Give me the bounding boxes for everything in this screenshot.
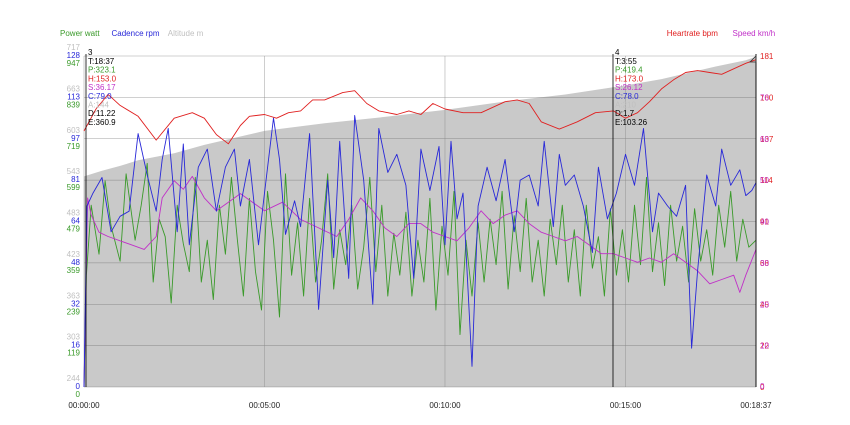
left-tick-altitude: 663 [67, 84, 81, 93]
legend-right: Speed km/h Heartrate bpm [667, 29, 775, 38]
marker-number: 3 [88, 48, 93, 57]
right-tick-heartrate: 160 [760, 93, 774, 102]
power-series-layer [83, 162, 757, 388]
left-tick-power: 839 [67, 100, 81, 109]
left-tick-altitude: 717 [67, 43, 81, 52]
marker-value-heartrate: H:173.0 [615, 74, 644, 83]
marker-value-altitude: A:144 [88, 101, 109, 110]
legend-left: Power watt Cadence rpm Altitude m [60, 29, 204, 38]
x-tick-label: 00:00:00 [68, 401, 100, 410]
x-tick-label: 00:15:00 [610, 401, 642, 410]
power-line [83, 162, 757, 388]
cadence-line [83, 115, 757, 388]
left-tick-power: 719 [67, 142, 81, 151]
marker-value-distance: D:1.7 [615, 109, 635, 118]
marker-number: 4 [615, 48, 620, 57]
marker-value-energy: E:360.9 [88, 118, 116, 127]
end-marker [749, 54, 757, 387]
left-tick-cadence: 16 [71, 341, 80, 350]
legend-heartrate: Heartrate bpm [667, 29, 718, 38]
x-tick-label: 00:18:37 [740, 401, 772, 410]
right-tick-heartrate: 0 [760, 383, 765, 392]
right-tick-heartrate: 181 [760, 52, 774, 61]
left-tick-cadence: 81 [71, 175, 80, 184]
right-tick-heartrate: 68 [760, 259, 769, 268]
right-tick-speed: 60 [760, 135, 769, 144]
marker-value-speed: S:36.17 [88, 83, 116, 92]
marker-value-time: T:3:55 [615, 57, 637, 66]
left-tick-altitude: 244 [67, 374, 81, 383]
left-tick-altitude: 303 [67, 333, 81, 342]
left-axis: 2440030316119363322394234835948364479543… [67, 43, 81, 399]
right-tick-speed: 30 [760, 259, 769, 268]
right-tick-heartrate: 137 [760, 135, 774, 144]
left-tick-cadence: 128 [67, 51, 81, 60]
marker-value-energy: E:103.26 [615, 118, 648, 127]
right-tick-heartrate: 22 [760, 342, 769, 351]
marker-value-power: P:419.4 [615, 66, 643, 75]
right-tick-heartrate: 45 [760, 300, 769, 309]
left-tick-cadence: 0 [76, 382, 81, 391]
marker-4[interactable]: 4T:3:55P:419.4H:173.0S:26.12C:78.0A:210D… [612, 48, 648, 387]
legend-altitude: Altitude m [168, 29, 204, 38]
right-tick-speed: 50 [760, 176, 769, 185]
marker-value-distance: D:11.22 [88, 109, 116, 118]
marker-3[interactable]: 3T:18:37P:323.1H:153.0S:36.17C:79.0A:144… [85, 48, 117, 387]
heartrate-series-layer [83, 59, 757, 145]
left-tick-power: 599 [67, 183, 81, 192]
end-flag-icon [749, 55, 757, 63]
legend-cadence: Cadence rpm [112, 29, 160, 38]
right-tick-speed-zero: 0 [760, 382, 765, 391]
altitude-area [84, 56, 756, 387]
x-tick-label: 00:10:00 [429, 401, 461, 410]
left-tick-altitude: 543 [67, 167, 81, 176]
markers-layer[interactable]: 3T:18:37P:323.1H:153.0S:36.17C:79.0A:144… [85, 48, 757, 387]
right-tick-speed: 70 [760, 93, 769, 102]
left-tick-altitude: 603 [67, 126, 81, 135]
heartrate-line [83, 59, 757, 145]
plot-area[interactable] [83, 55, 757, 388]
left-tick-cadence: 97 [71, 134, 80, 143]
marker-value-heartrate: H:153.0 [88, 74, 117, 83]
marker-value-speed: S:26.12 [615, 83, 643, 92]
right-tick-speed: 40 [760, 218, 769, 227]
left-tick-power: 0 [76, 390, 81, 399]
x-tick-label: 00:05:00 [249, 401, 281, 410]
left-tick-power: 479 [67, 225, 81, 234]
left-tick-power: 239 [67, 307, 81, 316]
marker-value-cadence: C:78.0 [615, 92, 639, 101]
x-axis: 00:00:00 00:05:00 00:10:00 00:15:00 00:18:37 [68, 401, 772, 410]
speed-line [83, 175, 757, 388]
right-tick-speed: 20 [760, 300, 769, 309]
left-tick-altitude: 363 [67, 291, 81, 300]
legend-power: Power watt [60, 29, 100, 38]
left-tick-power: 119 [67, 349, 80, 358]
right-tick-heartrate: 91 [760, 218, 769, 227]
left-tick-cadence: 32 [71, 299, 80, 308]
cadence-series-layer [83, 115, 757, 388]
left-tick-power: 947 [67, 59, 81, 68]
marker-value-altitude: A:210 [615, 101, 636, 110]
left-tick-altitude: 483 [67, 209, 81, 218]
marker-value-power: P:323.1 [88, 66, 116, 75]
left-tick-cadence: 64 [71, 217, 80, 226]
left-tick-power: 359 [67, 266, 81, 275]
speed-series-layer [83, 175, 757, 388]
right-tick-heartrate: 114 [760, 176, 773, 185]
left-tick-cadence: 113 [67, 92, 80, 101]
left-tick-cadence: 48 [71, 258, 80, 267]
marker-value-time: T:18:37 [88, 57, 115, 66]
marker-value-cadence: C:79.0 [88, 92, 112, 101]
legend-speed: Speed km/h [733, 29, 776, 38]
altitude-area-layer [84, 56, 756, 387]
right-tick-speed: 10 [760, 342, 769, 351]
left-tick-altitude: 423 [67, 250, 81, 259]
